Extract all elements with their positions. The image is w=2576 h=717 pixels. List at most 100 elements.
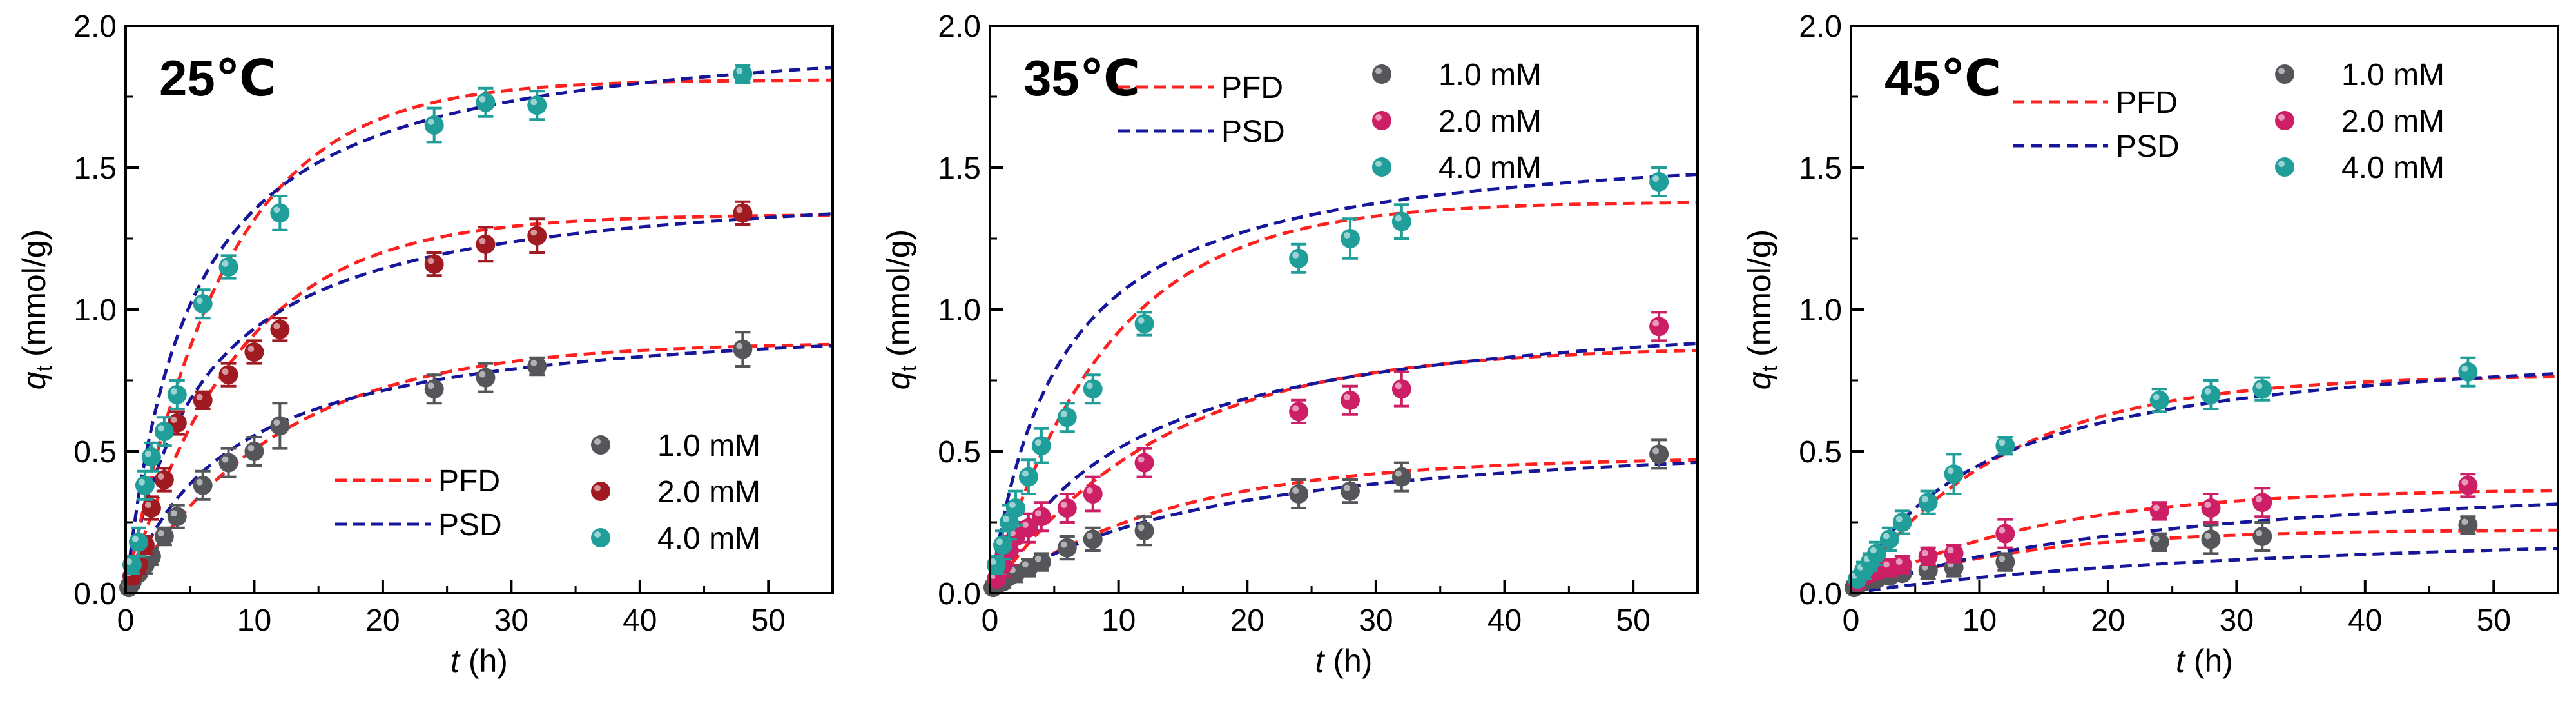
x-tick-label: 20 bbox=[365, 604, 400, 638]
data-point bbox=[1289, 248, 1309, 268]
data-point bbox=[1340, 390, 1360, 410]
x-tick-label: 10 bbox=[1101, 604, 1136, 638]
data-point bbox=[733, 64, 753, 84]
x-axis-label: t (h) bbox=[450, 643, 508, 679]
y-tick-label: 2.0 bbox=[73, 10, 117, 44]
data-point bbox=[1289, 402, 1309, 422]
point-highlight bbox=[144, 502, 151, 508]
point-highlight bbox=[273, 206, 280, 213]
series-3 bbox=[122, 64, 753, 575]
data-point bbox=[2149, 390, 2169, 410]
data-point bbox=[2458, 515, 2478, 535]
point-highlight bbox=[1921, 496, 1928, 503]
legend-label: 1.0 mM bbox=[657, 429, 760, 463]
point-highlight bbox=[2153, 535, 2160, 542]
y-tick-label: 1.5 bbox=[73, 152, 117, 186]
series-3 bbox=[986, 166, 1669, 575]
legend-label-psd: PSD bbox=[1221, 115, 1285, 149]
y-tick-label: 0.0 bbox=[1799, 577, 1842, 611]
data-point bbox=[527, 357, 547, 376]
point-highlight bbox=[530, 360, 537, 366]
legend-marker-highlight bbox=[1375, 114, 1382, 121]
data-point bbox=[2149, 532, 2169, 552]
data-point bbox=[2149, 501, 2169, 521]
pfd-fit-curve-1 bbox=[126, 342, 833, 593]
point-highlight bbox=[1086, 533, 1093, 540]
data-point bbox=[1005, 498, 1025, 518]
legend-label-pfd: PFD bbox=[2116, 86, 2178, 120]
point-highlight bbox=[157, 425, 164, 432]
data-point bbox=[1944, 544, 1964, 564]
point-highlight bbox=[1999, 555, 2006, 562]
point-highlight bbox=[1999, 439, 2006, 446]
data-point bbox=[154, 470, 174, 489]
data-legend: 1.0 mM 2.0 mM 4.0 mM bbox=[1372, 58, 1542, 185]
data-point bbox=[1995, 552, 2015, 572]
point-highlight bbox=[1292, 405, 1299, 412]
psd-fit-curve-2 bbox=[990, 342, 1698, 593]
data-point bbox=[1083, 379, 1103, 399]
point-highlight bbox=[2153, 504, 2160, 511]
point-highlight bbox=[273, 322, 280, 329]
data-point bbox=[1340, 229, 1360, 248]
data-point bbox=[2201, 385, 2221, 404]
panel-title: 25℃ bbox=[159, 50, 276, 106]
legend-label: 1.0 mM bbox=[1438, 58, 1542, 92]
point-highlight bbox=[1009, 502, 1016, 508]
point-highlight bbox=[144, 450, 151, 457]
point-highlight bbox=[1895, 558, 1903, 565]
point-highlight bbox=[996, 538, 1003, 545]
plot-frame bbox=[989, 25, 1699, 594]
legend-label: 1.0 mM bbox=[2341, 58, 2445, 92]
point-highlight bbox=[427, 382, 434, 389]
point-highlight bbox=[1034, 510, 1041, 517]
pfd-fit-curve-1 bbox=[990, 458, 1698, 593]
legend-marker-highlight bbox=[2278, 68, 2285, 74]
point-highlight bbox=[1022, 470, 1029, 477]
data-points bbox=[119, 64, 753, 598]
y-axis-label: qt (mmol/g) bbox=[880, 230, 921, 389]
legend-marker-highlight bbox=[2278, 114, 2285, 121]
x-tick-label: 10 bbox=[1962, 604, 1997, 638]
point-highlight bbox=[125, 558, 132, 565]
data-point bbox=[424, 254, 444, 274]
point-highlight bbox=[1883, 561, 1890, 568]
data-point bbox=[527, 95, 547, 115]
point-highlight bbox=[2461, 365, 2468, 372]
legend-label-psd: PSD bbox=[438, 508, 502, 542]
point-highlight bbox=[1138, 456, 1145, 463]
data-point bbox=[1134, 314, 1154, 333]
y-tick-label: 1.0 bbox=[73, 293, 117, 328]
data-point bbox=[141, 447, 161, 467]
point-highlight bbox=[1022, 521, 1029, 528]
point-highlight bbox=[2204, 388, 2211, 395]
point-highlight bbox=[2204, 533, 2211, 540]
data-point bbox=[2252, 379, 2272, 399]
point-highlight bbox=[1343, 393, 1350, 400]
point-highlight bbox=[479, 237, 486, 244]
legend-label-pfd: PFD bbox=[1221, 71, 1283, 105]
x-tick-label: 30 bbox=[1359, 604, 1393, 638]
legend-marker bbox=[1372, 157, 1391, 177]
point-highlight bbox=[427, 119, 434, 125]
data-point bbox=[476, 368, 496, 388]
point-highlight bbox=[1086, 382, 1093, 389]
data-point bbox=[1995, 436, 2015, 456]
point-highlight bbox=[1947, 547, 1954, 554]
data-point bbox=[193, 294, 213, 314]
fit-legend: PFD PSD bbox=[2013, 86, 2180, 164]
data-point bbox=[218, 257, 238, 277]
point-highlight bbox=[1022, 561, 1029, 568]
x-axis-label: t (h) bbox=[1315, 643, 1373, 679]
legend-marker bbox=[1372, 64, 1391, 84]
point-highlight bbox=[170, 388, 177, 395]
point-highlight bbox=[530, 99, 537, 106]
y-tick-label: 0.5 bbox=[938, 435, 981, 469]
data-point bbox=[1134, 521, 1154, 541]
data-point bbox=[270, 319, 290, 339]
x-axis-label: t (h) bbox=[2176, 643, 2233, 679]
data-point bbox=[1031, 507, 1051, 527]
point-highlight bbox=[2256, 382, 2263, 389]
x-tick-label: 10 bbox=[237, 604, 271, 638]
